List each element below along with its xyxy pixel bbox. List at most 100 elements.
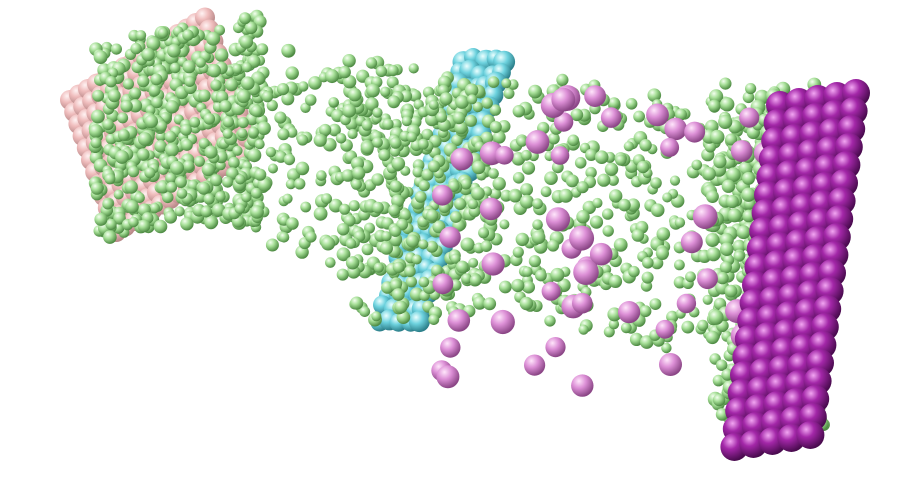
solvent-bead (254, 139, 265, 150)
solvent-bead (244, 21, 258, 35)
solvent-bead (471, 160, 486, 175)
ion-sphere (490, 309, 515, 335)
solvent-bead (578, 324, 589, 335)
solvent-bead (629, 332, 644, 346)
solvent-bead (248, 126, 259, 138)
solvent-bead (251, 71, 265, 86)
solvent-bead (359, 306, 371, 317)
solvent-bead (487, 76, 500, 88)
solvent-bead (166, 181, 177, 193)
solvent-bead (633, 110, 645, 123)
solvent-bead (89, 124, 103, 139)
solvent-bead (522, 280, 535, 294)
solvent-bead (742, 171, 755, 185)
ion-sphere (655, 319, 675, 339)
solvent-bead (380, 86, 391, 98)
solvent-bead (532, 198, 543, 210)
solvent-bead (725, 195, 739, 209)
ion-sphere (450, 147, 474, 171)
solvent-bead (335, 133, 347, 144)
solvent-bead (232, 63, 243, 74)
solvent-bead (286, 217, 299, 230)
solvent-bead (297, 134, 309, 146)
solvent-bead (697, 319, 709, 331)
solvent-bead (516, 136, 528, 147)
solvent-bead (597, 173, 611, 187)
solvent-bead (492, 177, 506, 191)
solvent-bead (257, 177, 272, 192)
solvent-bead (547, 132, 560, 145)
ion-sphere (730, 140, 753, 162)
solvent-bead (222, 176, 234, 188)
solvent-bead (372, 137, 383, 148)
solvent-bead (650, 203, 665, 217)
solvent-bead (226, 167, 239, 180)
solvent-bead (512, 105, 525, 118)
solvent-bead (210, 174, 223, 187)
solvent-bead (389, 146, 401, 157)
solvent-bead (181, 139, 193, 151)
solvent-bead (337, 223, 350, 236)
solvent-bead (214, 48, 229, 62)
solvent-bead (426, 240, 438, 253)
solvent-bead (428, 314, 440, 325)
solvent-bead (93, 50, 108, 64)
solvent-bead (157, 27, 169, 39)
solvent-bead (492, 130, 506, 144)
solvent-bead (702, 294, 713, 305)
solvent-bead (241, 62, 252, 73)
solvent-bead (117, 112, 129, 124)
solvent-bead (602, 208, 614, 220)
solvent-bead (467, 198, 479, 210)
solvent-bead (576, 210, 590, 224)
solvent-bead (439, 92, 453, 106)
solvent-bead (489, 104, 502, 116)
solvent-bead (720, 97, 735, 112)
solvent-bead (691, 159, 703, 171)
solvent-bead (104, 173, 116, 185)
solvent-bead (719, 77, 732, 90)
solvent-bead (642, 257, 654, 269)
membrane-bead (408, 310, 430, 333)
solvent-bead (161, 191, 174, 204)
solvent-bead (150, 73, 163, 86)
solvent-bead (706, 190, 719, 204)
solvent-bead (266, 99, 278, 112)
solvent-bead (412, 166, 424, 178)
solvent-bead (341, 169, 355, 182)
solvent-bead (164, 142, 179, 157)
solvent-bead (348, 200, 360, 212)
solvent-bead (125, 200, 139, 214)
solvent-bead (421, 128, 434, 141)
solvent-bead (129, 87, 142, 100)
solvent-bead (350, 178, 362, 190)
solvent-bead (137, 148, 150, 161)
solvent-bead (203, 113, 216, 125)
solvent-bead (189, 116, 201, 128)
solvent-bead (298, 81, 309, 92)
ion-sphere (660, 138, 680, 157)
solvent-bead (219, 100, 232, 113)
solvent-bead (472, 101, 483, 113)
solvent-bead (215, 191, 226, 202)
solvent-bead (105, 76, 117, 88)
solvent-bead (378, 149, 391, 162)
solvent-bead (250, 205, 264, 219)
solvent-bead (325, 69, 339, 84)
solvent-bead (721, 179, 736, 193)
solvent-bead (454, 121, 468, 135)
solvent-bead (522, 266, 533, 277)
ion-sphere (447, 309, 471, 332)
solvent-bead (194, 155, 205, 167)
solvent-bead (386, 76, 399, 89)
solvent-bead (483, 297, 497, 311)
solvent-bead (427, 160, 441, 173)
solvent-bead (435, 111, 448, 123)
ion-sphere (545, 337, 566, 358)
solvent-bead (454, 197, 467, 210)
solvent-bead (365, 97, 379, 111)
solvent-bead (604, 162, 619, 176)
solvent-bead (328, 123, 341, 137)
solvent-bead (405, 234, 420, 248)
solvent-bead (388, 232, 403, 247)
